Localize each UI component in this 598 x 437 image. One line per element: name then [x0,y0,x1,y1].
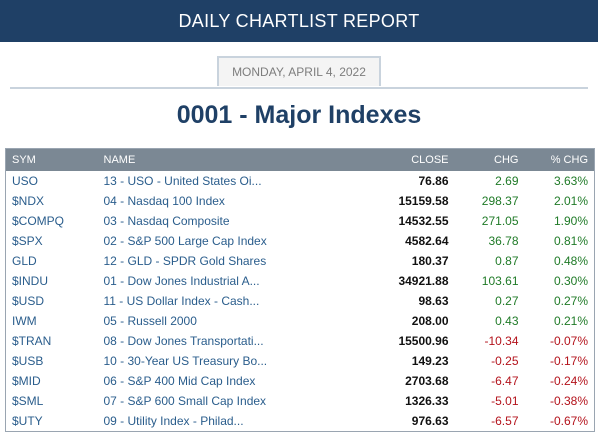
row-pct-change: -0.17% [549,354,588,368]
row-close: 76.86 [418,174,449,188]
row-close: 34921.88 [398,274,449,288]
row-pct-change: -0.38% [549,394,588,408]
row-change: 0.87 [495,254,519,268]
row-name-link[interactable]: 11 - US Dollar Index - Cash... [103,294,260,308]
table-header-row: SYM NAME CLOSE CHG % CHG [5,148,595,171]
row-change: -6.57 [491,414,519,428]
row-close: 149.23 [411,354,449,368]
table-row[interactable]: $INDU 01 - Dow Jones Industrial A... 34921… [6,271,595,291]
row-name-link[interactable]: 12 - GLD - SPDR Gold Shares [103,254,267,268]
col-header-chg[interactable]: CHG [454,148,525,171]
date-divider [10,87,588,89]
row-close: 15159.58 [398,194,449,208]
row-pct-change: -0.24% [549,374,588,388]
row-change: 0.43 [495,314,519,328]
row-close: 976.63 [411,414,449,428]
quotes-table: SYM NAME CLOSE CHG % CHG USO 13 - USO - U… [5,148,595,432]
row-symbol-link[interactable]: GLD [12,254,37,268]
row-name-link[interactable]: 02 - S&P 500 Large Cap Index [103,234,267,248]
row-pct-change: 0.81% [553,234,588,248]
row-name-link[interactable]: 01 - Dow Jones Industrial A... [103,274,260,288]
row-name-link[interactable]: 10 - 30-Year US Treasury Bo... [103,354,268,368]
table-row[interactable]: USO 13 - USO - United States Oi... 76.86 2.… [6,171,595,191]
row-name-link[interactable]: 05 - Russell 2000 [103,314,197,328]
row-change: -0.25 [491,354,519,368]
row-change: -10.34 [484,334,519,348]
row-close: 208.00 [411,314,449,328]
row-symbol-link[interactable]: $SML [12,394,44,408]
row-change: 0.27 [495,294,519,308]
table-row[interactable]: $MID 06 - S&P 400 Mid Cap Index 2703.68 -6.… [6,371,595,391]
row-pct-change: 0.21% [553,314,588,328]
row-pct-change: -0.07% [549,334,588,348]
row-close: 98.63 [418,294,449,308]
table-row[interactable]: $COMPQ 03 - Nasdaq Composite 14532.55 271.0… [6,211,595,231]
table-row[interactable]: $SPX 02 - S&P 500 Large Cap Index 4582.64 3… [6,231,595,251]
row-pct-change: 1.90% [553,214,588,228]
row-change: -5.01 [491,394,519,408]
row-symbol-link[interactable]: $MID [12,374,41,388]
report-date: MONDAY, APRIL 4, 2022 [217,56,381,86]
table-row[interactable]: $TRAN 08 - Dow Jones Transportati... 15500… [6,331,595,351]
table-row[interactable]: $USD 11 - US Dollar Index - Cash... 98.63 0… [6,291,595,311]
row-pct-change: 3.63% [553,174,588,188]
row-name-link[interactable]: 13 - USO - United States Oi... [103,174,262,188]
row-change: 298.37 [481,194,519,208]
table-row[interactable]: GLD 12 - GLD - SPDR Gold Shares 180.37 0.87… [6,251,595,271]
col-header-pct-chg[interactable]: % CHG [524,148,595,171]
row-name-link[interactable]: 06 - S&P 400 Mid Cap Index [103,374,256,388]
row-close: 180.37 [411,254,449,268]
row-change: 271.05 [481,214,519,228]
row-pct-change: 0.48% [553,254,588,268]
table-row[interactable]: $SML 07 - S&P 600 Small Cap Index 1326.33 -… [6,391,595,411]
col-header-sym[interactable]: SYM [5,148,98,171]
table-row[interactable]: $USB 10 - 30-Year US Treasury Bo... 149.23… [6,351,595,371]
row-name-link[interactable]: 08 - Dow Jones Transportati... [103,334,264,348]
row-close: 15500.96 [398,334,449,348]
table-row[interactable]: $NDX 04 - Nasdaq 100 Index 15159.58 298.37 2… [6,191,595,211]
report-banner: DAILY CHARTLIST REPORT [0,0,598,42]
row-symbol-link[interactable]: $SPX [12,234,43,248]
chartlist-title: 0001 - Major Indexes [176,101,422,129]
row-close: 4582.64 [405,234,449,248]
report-title: DAILY CHARTLIST REPORT [178,10,420,31]
row-symbol-link[interactable]: $UTY [12,414,43,428]
row-name-link[interactable]: 09 - Utility Index - Philad... [103,414,244,428]
row-name-link[interactable]: 07 - S&P 600 Small Cap Index [103,394,267,408]
table-row[interactable]: $UTY 09 - Utility Index - Philad... 976.63… [6,411,595,432]
row-change: 36.78 [488,234,519,248]
row-name-link[interactable]: 04 - Nasdaq 100 Index [103,194,225,208]
row-pct-change: 2.01% [553,194,588,208]
table-row[interactable]: IWM 05 - Russell 2000 208.00 0.43 0.21% [6,311,595,331]
row-close: 14532.55 [398,214,449,228]
row-symbol-link[interactable]: $TRAN [12,334,52,348]
row-symbol-link[interactable]: $USB [12,354,44,368]
row-symbol-link[interactable]: $INDU [12,274,49,288]
row-name-link[interactable]: 03 - Nasdaq Composite [103,214,230,228]
row-symbol-link[interactable]: IWM [12,314,37,328]
date-row: MONDAY, APRIL 4, 2022 [0,42,598,90]
row-symbol-link[interactable]: USO [12,174,39,188]
row-pct-change: -0.67% [549,414,588,428]
col-header-name[interactable]: NAME [97,148,360,171]
row-symbol-link[interactable]: $USD [12,294,45,308]
row-change: 2.69 [495,174,519,188]
row-symbol-link[interactable]: $NDX [12,194,45,208]
row-close: 2703.68 [405,374,449,388]
row-change: 103.61 [481,274,519,288]
row-pct-change: 0.30% [553,274,588,288]
row-symbol-link[interactable]: $COMPQ [12,214,65,228]
row-change: -6.47 [491,374,519,388]
row-pct-change: 0.27% [553,294,588,308]
col-header-close[interactable]: CLOSE [359,148,455,171]
row-close: 1326.33 [405,394,449,408]
